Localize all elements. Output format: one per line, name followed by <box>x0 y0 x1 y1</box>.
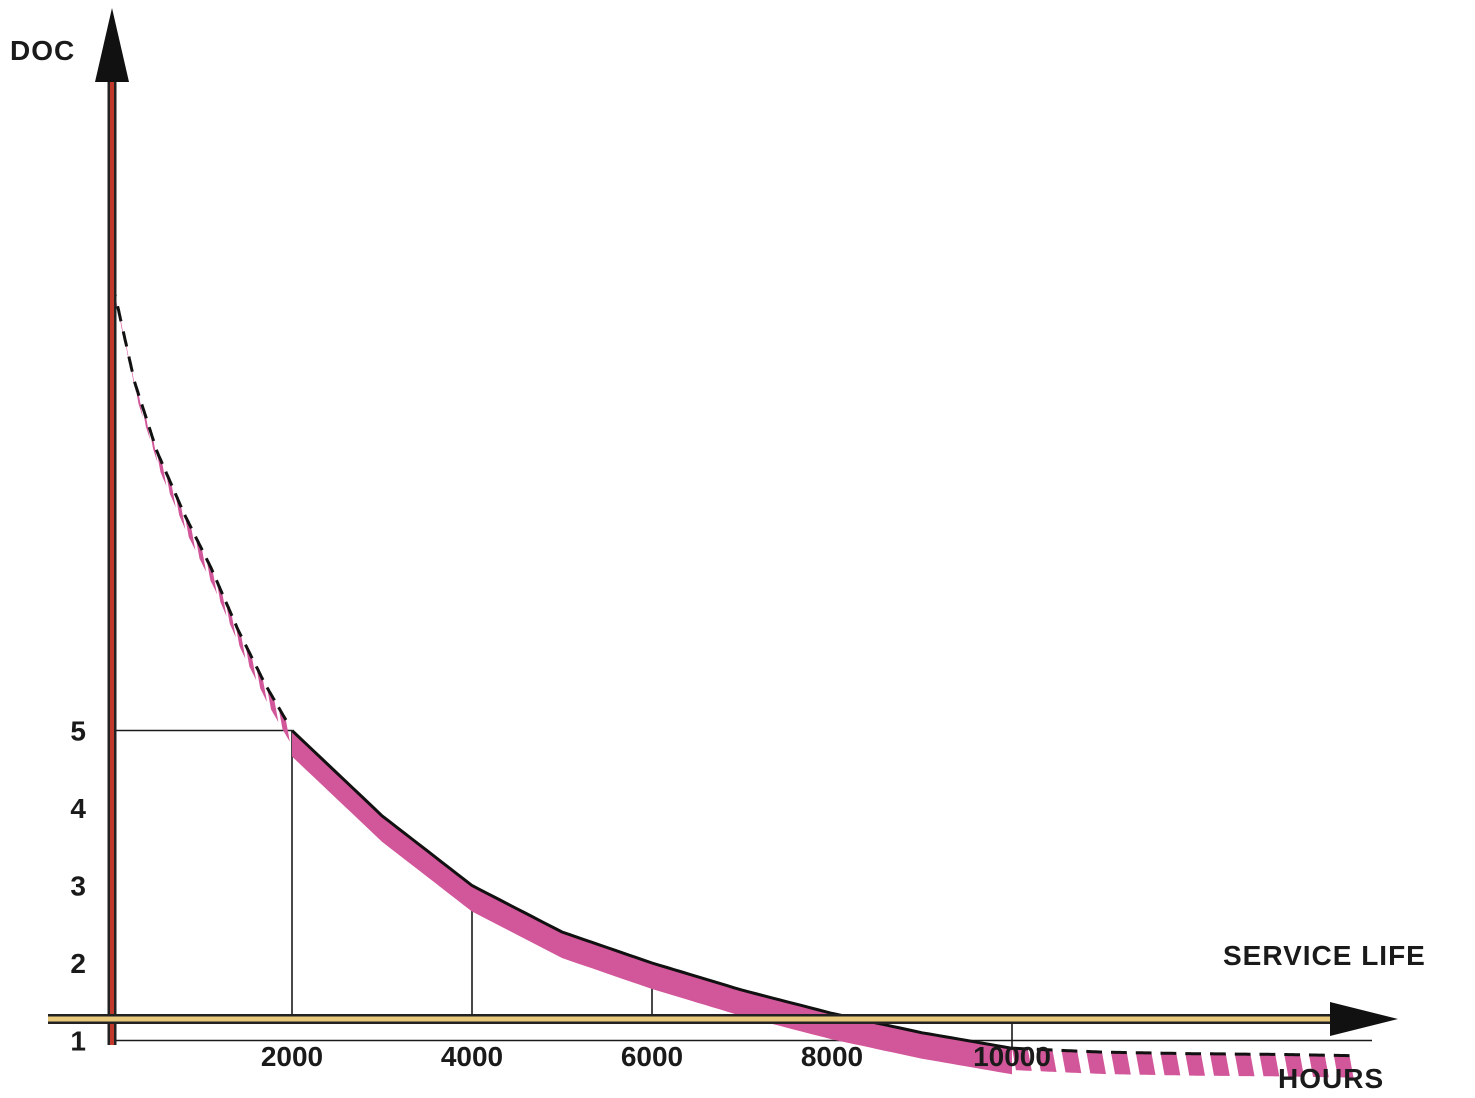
hatch-edge <box>127 356 134 373</box>
hatch-edge <box>204 557 215 574</box>
curve-hatched-2 <box>1012 1046 1354 1078</box>
y-tick-label-2: 2 <box>70 948 86 979</box>
curve-band-solid <box>292 730 1012 1075</box>
curve-edge-solid <box>290 729 1013 1050</box>
hatch-segment <box>1309 1054 1329 1078</box>
hatch-edge <box>1086 1049 1103 1054</box>
hatch-segment <box>1284 1054 1304 1077</box>
x-tick-label-4000: 4000 <box>441 1041 503 1072</box>
hatch-edge <box>140 403 148 419</box>
hatch-edge <box>224 601 234 617</box>
curve-layer <box>110 280 1354 1078</box>
hatch-edge <box>233 622 243 638</box>
hatch-segment <box>1061 1050 1082 1074</box>
y-axis-title: DOC <box>10 35 75 66</box>
hatch-segment <box>1185 1053 1205 1076</box>
y-tick-label-4: 4 <box>70 793 86 824</box>
y-tick-label-3: 3 <box>70 871 86 902</box>
x-axis-title-bottom: HOURS <box>1278 1063 1384 1094</box>
hatch-edge <box>254 665 265 681</box>
x-tick-label-8000: 8000 <box>801 1041 863 1072</box>
curve-hatched-0 <box>110 280 290 742</box>
hatch-segment <box>1012 1048 1032 1071</box>
hatch-edge <box>194 535 204 551</box>
hatch-edge <box>277 706 288 721</box>
hatch-edge <box>244 643 254 659</box>
hatch-edge <box>116 305 123 322</box>
x-tick-label-10000: 10000 <box>973 1041 1051 1072</box>
hatch-edge <box>183 514 193 530</box>
hatch-edge <box>173 492 183 508</box>
hatch-segment <box>256 666 267 702</box>
hatch-segment <box>1234 1054 1255 1077</box>
hatch-edge <box>1012 1046 1028 1051</box>
x-tick-label-2000: 2000 <box>261 1041 323 1072</box>
axis-layer <box>48 8 1398 1045</box>
hatch-edge <box>1061 1048 1078 1053</box>
y-tick-label-1: 1 <box>70 1026 86 1057</box>
hatch-segment <box>1135 1052 1156 1075</box>
hatch-edge <box>147 426 156 442</box>
x-axis-title-top: SERVICE LIFE <box>1223 940 1426 971</box>
hatch-edge <box>154 449 164 465</box>
hatch-edge <box>133 381 141 397</box>
hatch-segment <box>278 707 290 742</box>
hatch-segment <box>1036 1049 1057 1072</box>
hatch-edge <box>215 579 224 595</box>
hatch-edge <box>164 471 174 487</box>
hatch-edge <box>1036 1047 1053 1052</box>
tick-layer: 2000 4000 6000 8000 10000 1 2 3 4 5 <box>70 716 1051 1073</box>
hatch-segment <box>267 687 279 723</box>
hatch-segment <box>1210 1053 1230 1076</box>
hatch-edge <box>265 686 276 701</box>
hatch-segment <box>1160 1053 1181 1076</box>
hatch-segment <box>1259 1054 1280 1077</box>
x-axis-arrow <box>1330 1002 1398 1036</box>
y-tick-label-5: 5 <box>70 716 86 747</box>
hatch-segment <box>1333 1055 1354 1078</box>
hatch-edge <box>121 331 129 347</box>
hatch-segment <box>206 558 217 595</box>
hatch-segment <box>184 514 196 551</box>
hatch-segment <box>1086 1051 1106 1075</box>
x-tick-label-6000: 6000 <box>621 1041 683 1072</box>
hatch-segment <box>195 536 207 573</box>
hatch-segment <box>1111 1052 1131 1075</box>
y-axis-arrow <box>95 8 129 82</box>
hatch-segment <box>245 644 257 681</box>
